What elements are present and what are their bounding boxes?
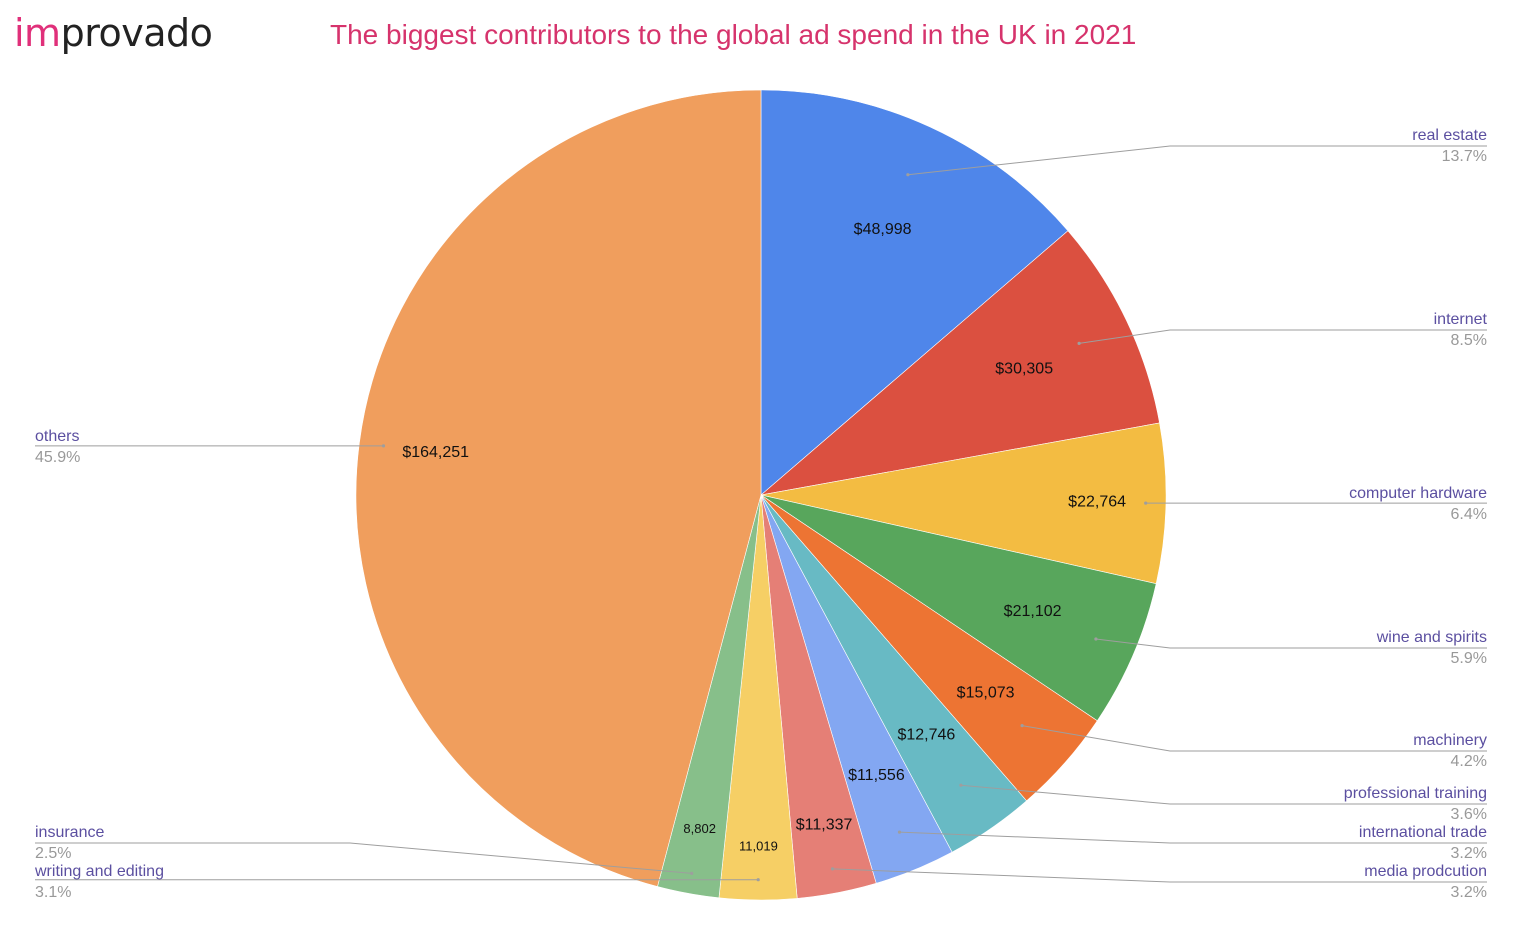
value-label-internet: $30,305 — [995, 361, 1053, 378]
percent-label-internet: 8.5% — [1451, 332, 1487, 349]
value-label-insurance: 8,802 — [683, 821, 716, 836]
category-label-internet: internet — [1434, 311, 1488, 328]
logo-rest-text: provado — [60, 11, 213, 55]
category-label-media-prodcution: media prodcution — [1364, 863, 1487, 880]
leader-line-media-prodcution — [832, 868, 1487, 883]
percent-label-writing-and-editing: 3.1% — [35, 884, 71, 901]
leader-dot-writing-and-editing — [756, 878, 760, 882]
percent-label-machinery: 4.2% — [1451, 753, 1487, 770]
leader-dot-others — [381, 444, 386, 448]
chart-title: The biggest contributors to the global a… — [330, 19, 1137, 50]
leader-line-professional-training — [960, 784, 1487, 805]
value-label-others: $164,251 — [402, 444, 469, 461]
category-label-writing-and-editing: writing and editing — [34, 863, 164, 880]
slice-real-estate — [760, 89, 1069, 496]
leader-line-internet — [1079, 329, 1487, 344]
value-label-wine-and-spirits: $21,102 — [1004, 603, 1062, 620]
percent-label-insurance: 2.5% — [35, 845, 71, 862]
leader-dot-insurance — [690, 871, 694, 876]
percent-label-media-prodcution: 3.2% — [1451, 884, 1487, 901]
category-label-machinery: machinery — [1413, 732, 1487, 749]
category-label-professional-training: professional training — [1344, 785, 1487, 802]
pie-slices — [355, 89, 1167, 901]
slice-others — [355, 89, 762, 887]
value-label-real-estate: $48,998 — [854, 221, 912, 238]
leader-dot-computer-hardware — [1144, 501, 1148, 505]
percent-label-computer-hardware: 6.4% — [1451, 506, 1487, 523]
leader-line-insurance — [35, 842, 692, 874]
leader-dot-machinery — [1020, 724, 1024, 728]
leader-dot-international-trade — [897, 830, 902, 834]
leader-line-wine-and-spirits — [1095, 638, 1487, 649]
category-label-insurance: insurance — [35, 824, 104, 841]
slice-wine-and-spirits — [760, 494, 1157, 722]
leader-lines — [35, 145, 1487, 883]
value-labels: $48,998 $30,305 $22,764 $21,102 $15,073 $12,7… — [402, 221, 1126, 854]
value-label-media-prodcution: $11,337 — [796, 816, 853, 833]
leader-dot-wine-and-spirits — [1094, 637, 1098, 641]
percent-label-professional-training: 3.6% — [1451, 806, 1487, 823]
leader-dot-internet — [1077, 341, 1081, 345]
leader-dot-real-estate — [906, 173, 910, 177]
category-label-wine-and-spirits: wine and spirits — [1376, 629, 1487, 646]
value-label-writing-and-editing: 11,019 — [739, 839, 778, 854]
value-label-computer-hardware: $22,764 — [1068, 493, 1126, 510]
percent-label-wine-and-spirits: 5.9% — [1451, 650, 1487, 667]
leader-dot-media-prodcution — [830, 867, 835, 871]
leader-line-machinery — [1022, 725, 1487, 752]
value-label-international-trade: $11,556 — [848, 767, 905, 784]
category-label-international-trade: international trade — [1359, 824, 1487, 841]
slice-internet — [759, 230, 1160, 496]
percent-label-real-estate: 13.7% — [1442, 148, 1487, 165]
leader-line-real-estate — [907, 145, 1487, 176]
improvado-logo: improvado — [14, 11, 213, 55]
category-label-real-estate: real estate — [1412, 127, 1487, 144]
leader-dot-professional-training — [959, 783, 963, 787]
value-label-machinery: $15,073 — [957, 685, 1015, 702]
value-label-professional-training: $12,746 — [897, 726, 955, 743]
category-labels: real estate 13.7% internet 8.5% computer har… — [34, 127, 1488, 901]
percent-label-others: 45.9% — [35, 449, 80, 466]
percent-label-international-trade: 3.2% — [1451, 845, 1487, 862]
category-label-others: others — [35, 428, 79, 445]
leader-line-international-trade — [899, 831, 1487, 844]
logo-accent-text: im — [14, 11, 61, 55]
category-label-computer-hardware: computer hardware — [1349, 485, 1487, 502]
